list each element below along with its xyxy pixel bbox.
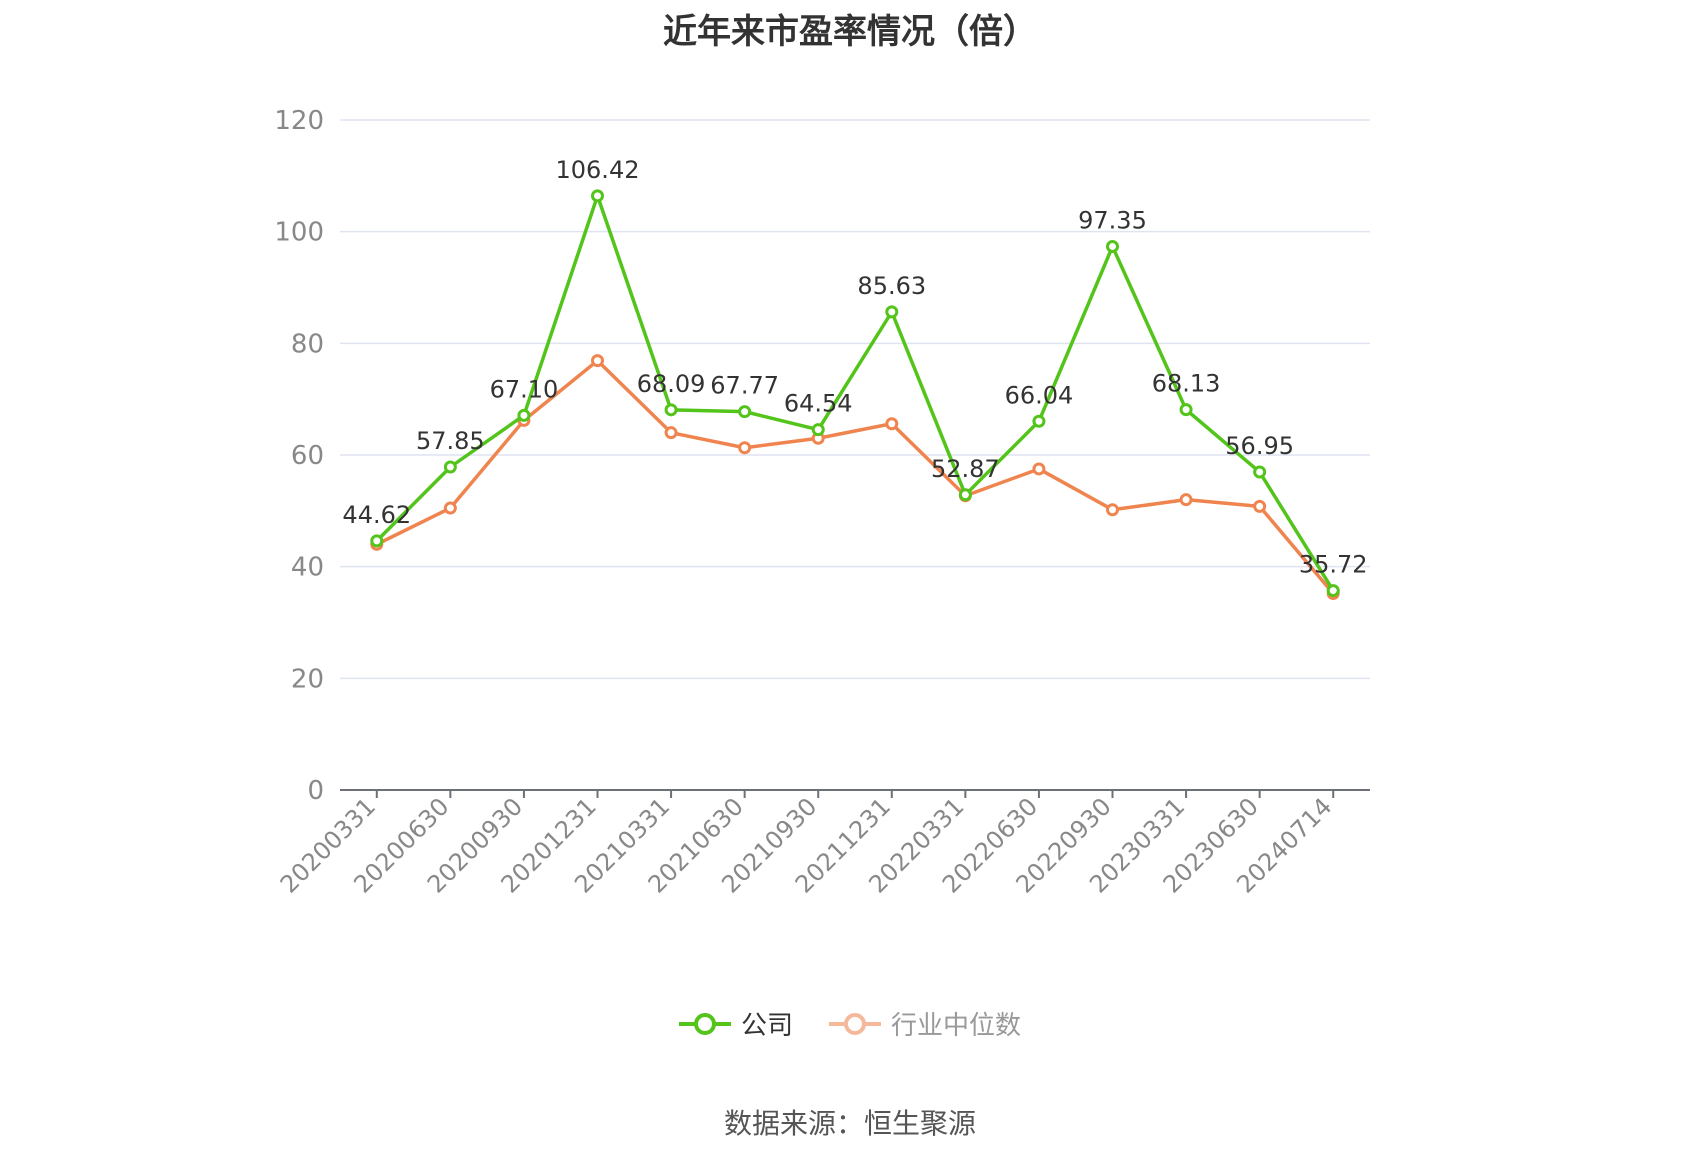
- data-label: 97.35: [1078, 206, 1147, 234]
- data-point-0: [1326, 584, 1340, 598]
- data-point-1: [1106, 503, 1119, 517]
- data-point-0: [738, 405, 752, 419]
- y-tick-label: 40: [291, 553, 324, 583]
- data-point-0: [958, 488, 972, 502]
- data-point-0: [664, 403, 678, 417]
- y-tick-label: 120: [274, 106, 324, 136]
- data-label: 66.04: [1005, 381, 1074, 409]
- data-point-1: [591, 354, 604, 368]
- data-point-1: [738, 441, 752, 455]
- data-point-0: [811, 423, 825, 437]
- data-label: 67.77: [710, 372, 779, 400]
- legend-industry-icon: [829, 1012, 881, 1035]
- data-label: 68.13: [1152, 370, 1221, 398]
- data-label: 35.72: [1299, 551, 1368, 579]
- legend-label-industry-median: 行业中位数: [891, 1011, 1022, 1041]
- data-point-1: [664, 426, 678, 440]
- data-point-0: [591, 189, 604, 203]
- y-tick-label: 100: [274, 218, 324, 248]
- y-tick-label: 0: [307, 776, 324, 806]
- data-label: 56.95: [1225, 432, 1294, 460]
- data-point-0: [1106, 239, 1119, 253]
- data-label: 67.10: [490, 375, 559, 403]
- data-label: 68.09: [637, 370, 706, 398]
- data-label: 44.62: [342, 501, 411, 529]
- data-point-1: [1253, 499, 1267, 513]
- data-label: 85.63: [857, 272, 926, 300]
- data-point-0: [1179, 403, 1193, 417]
- series-layer: [370, 189, 1340, 600]
- data-point-1: [443, 501, 457, 515]
- series-line-1: [376, 358, 1335, 595]
- data-label: 106.42: [556, 156, 640, 184]
- data-label: 57.85: [416, 427, 485, 455]
- series-line-0: [375, 194, 1335, 592]
- data-point-0: [370, 534, 384, 548]
- data-point-1: [1032, 462, 1046, 476]
- axis-layer: 0204060801001202020033120200630202009302…: [274, 106, 1370, 899]
- data-point-0: [885, 305, 899, 319]
- data-source: 数据来源：恒生聚源: [723, 1107, 976, 1140]
- data-point-0: [1253, 465, 1267, 479]
- data-point-0: [1032, 414, 1046, 428]
- data-point-0: [517, 408, 531, 422]
- data-label: 64.54: [784, 390, 853, 418]
- legend-item-industry-median[interactable]: 行业中位数: [829, 1005, 1021, 1042]
- legend: 公司 行业中位数: [0, 1005, 1700, 1042]
- legend-label-company: 公司: [740, 1011, 793, 1041]
- data-point-0: [443, 460, 457, 474]
- data-label: 52.87: [931, 455, 1000, 483]
- legend-item-company[interactable]: 公司: [678, 1005, 793, 1042]
- y-tick-label: 20: [291, 664, 324, 694]
- y-tick-label: 80: [291, 329, 324, 359]
- grid-layer: [340, 119, 1370, 680]
- legend-company-icon: [678, 1012, 731, 1035]
- y-tick-label: 60: [291, 441, 324, 471]
- data-point-1: [1179, 493, 1193, 507]
- data-point-1: [885, 417, 899, 431]
- chart-title: 近年来市盈率情况（倍）: [663, 12, 1037, 52]
